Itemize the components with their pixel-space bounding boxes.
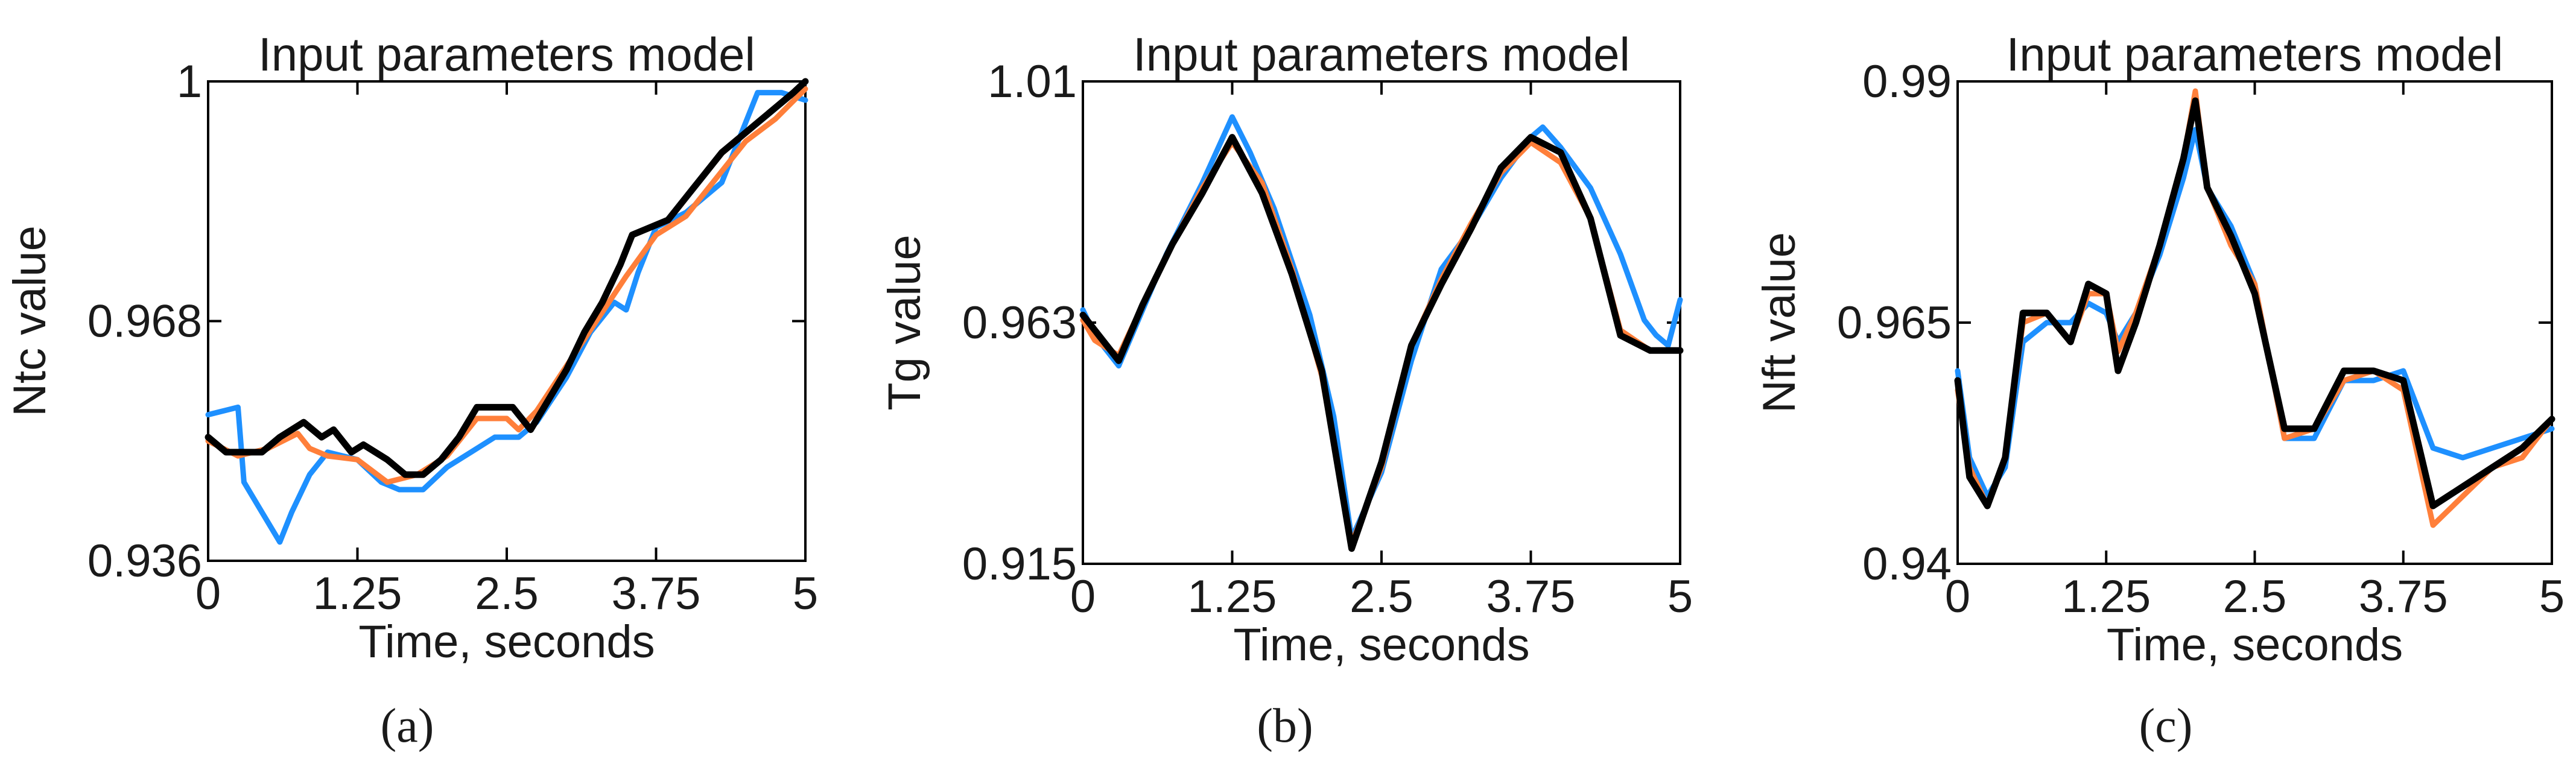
series-line-3 (1079, 134, 1684, 552)
x-tick-label: 2.5 (2223, 571, 2287, 622)
y-tick-label: 1 (177, 56, 202, 107)
chart-panel-a: Input parameters model 0 1.25 2.5 3.75 5 0.936… (4, 28, 818, 753)
x-axis-label-a: Time, seconds (358, 616, 655, 668)
x-tick-label: 2.5 (1350, 571, 1413, 622)
chart-title-c: Input parameters model (2007, 28, 2504, 81)
series-line-2 (1955, 88, 2555, 528)
y-tick-label: 0.915 (962, 538, 1077, 590)
chart-panel-c: Input parameters model 0 1.25 2.5 3.75 5 0.94 0… (1754, 28, 2565, 753)
y-tick-label: 0.936 (87, 535, 202, 587)
x-axis-label-c: Time, seconds (2107, 619, 2403, 671)
x-tick-label: 3.75 (2359, 571, 2448, 622)
series-line-2 (205, 86, 808, 485)
y-axis-label-a: Ntc value (4, 226, 56, 417)
x-tick-label: 0 (1945, 571, 1970, 622)
y-tick-label: 0.94 (1862, 538, 1952, 590)
panel-caption-c: (c) (2139, 699, 2193, 753)
y-tick-label: 1.01 (988, 56, 1077, 107)
x-tick-label: 0 (1070, 571, 1096, 622)
x-tick-label: 2.5 (475, 568, 539, 619)
x-tick-label: 5 (1667, 571, 1693, 622)
series-line-1 (1955, 127, 2555, 499)
panel-caption-a: (a) (381, 699, 434, 753)
chart-panel-b: Input parameters model 0 1.25 2.5 3.75 5 0.915… (879, 28, 1693, 753)
y-tick-label: 0.963 (962, 297, 1077, 349)
x-tick-label: 5 (2539, 571, 2565, 622)
y-axis-label-c: Nft value (1754, 232, 1805, 413)
panel-caption-b: (b) (1257, 699, 1313, 753)
x-tick-label: 1.25 (2061, 571, 2151, 622)
x-tick-label: 0 (195, 568, 221, 619)
x-tick-label: 5 (793, 568, 818, 619)
x-axis-label-b: Time, seconds (1233, 619, 1529, 671)
x-tick-label: 1.25 (313, 568, 402, 619)
chart-title-a: Input parameters model (258, 28, 755, 81)
y-tick-label: 0.99 (1862, 56, 1952, 107)
plot-area-a (207, 80, 807, 562)
x-tick-label: 3.75 (1486, 571, 1576, 622)
series-line-3 (1954, 97, 2555, 510)
x-tick-label: 3.75 (612, 568, 701, 619)
y-axis-label-b: Tg value (879, 235, 930, 411)
y-tick-label: 0.968 (87, 296, 202, 347)
x-tick-label: 1.25 (1188, 571, 1277, 622)
chart-title-b: Input parameters model (1133, 28, 1630, 81)
series-line-3 (205, 78, 809, 478)
y-tick-label: 0.965 (1837, 297, 1952, 349)
plot-area-b (1082, 80, 1681, 565)
